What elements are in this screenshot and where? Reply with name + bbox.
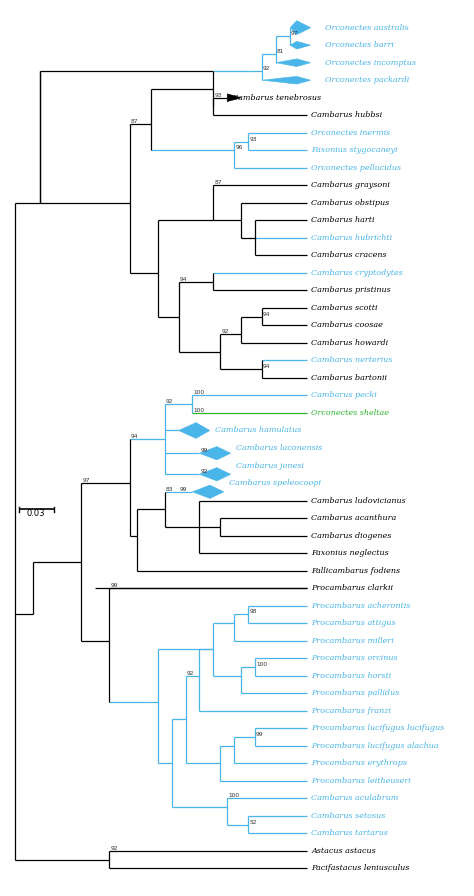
Polygon shape: [290, 41, 310, 49]
Text: Procambarus leitheuseri: Procambarus leitheuseri: [311, 777, 411, 785]
Text: Cambarus hubrichti: Cambarus hubrichti: [311, 234, 392, 242]
Text: Procambarus lucifugus alachua: Procambarus lucifugus alachua: [311, 742, 439, 750]
Text: Cambarus ludovicianus: Cambarus ludovicianus: [311, 496, 406, 504]
Text: 99: 99: [201, 448, 208, 453]
Text: Procambarus attigus: Procambarus attigus: [311, 619, 396, 627]
Text: Cambarus graysoni: Cambarus graysoni: [311, 181, 390, 189]
Text: Cambarus cracens: Cambarus cracens: [311, 252, 387, 259]
Text: Cambarus pecki: Cambarus pecki: [311, 392, 377, 400]
Text: 98: 98: [249, 609, 256, 615]
Text: Cambarus hubbsi: Cambarus hubbsi: [311, 111, 383, 119]
Polygon shape: [179, 423, 210, 438]
Text: Cambarus scotti: Cambarus scotti: [311, 304, 378, 312]
Text: Cambarus howardi: Cambarus howardi: [311, 339, 389, 347]
Text: 97: 97: [291, 31, 298, 37]
Text: Procambarus orcinus: Procambarus orcinus: [311, 654, 398, 662]
Text: Procambarus lucifugus lucifugus: Procambarus lucifugus lucifugus: [311, 724, 445, 732]
Text: Orconectes australis: Orconectes australis: [325, 23, 408, 31]
Text: Cambarus aculabrum: Cambarus aculabrum: [311, 794, 399, 802]
Text: Orconectes sheltae: Orconectes sheltae: [311, 409, 389, 417]
Text: Procambarus horsti: Procambarus horsti: [311, 672, 392, 680]
Text: Cambarus setosus: Cambarus setosus: [311, 812, 386, 820]
Text: 100: 100: [256, 662, 267, 667]
Text: Procambarus acherontis: Procambarus acherontis: [311, 601, 410, 609]
Text: 87: 87: [131, 119, 138, 124]
Polygon shape: [200, 468, 231, 481]
Text: Cambarus speleocoopi: Cambarus speleocoopi: [229, 479, 321, 487]
Text: 100: 100: [228, 793, 239, 798]
Text: Orconectes inermis: Orconectes inermis: [311, 129, 391, 137]
Text: Cambarus jonesi: Cambarus jonesi: [236, 461, 304, 470]
Text: 97: 97: [82, 478, 90, 483]
Text: 96: 96: [235, 145, 243, 151]
Text: Faxonius neglectus: Faxonius neglectus: [311, 549, 389, 557]
Text: Cambarus hamulatus: Cambarus hamulatus: [215, 426, 301, 435]
Text: Procambarus milleri: Procambarus milleri: [311, 637, 394, 644]
Text: Orconectes pellucidus: Orconectes pellucidus: [311, 164, 401, 172]
Text: 92: 92: [166, 400, 173, 404]
Text: 92: 92: [201, 470, 208, 474]
Text: Cambarus coosae: Cambarus coosae: [311, 322, 383, 330]
Text: Procambarus erythrops: Procambarus erythrops: [311, 759, 407, 767]
Text: Procambarus franzi: Procambarus franzi: [311, 707, 392, 715]
Text: Procambarus pallidus: Procambarus pallidus: [311, 689, 400, 697]
Polygon shape: [200, 446, 231, 460]
Text: 94: 94: [263, 312, 271, 316]
Text: 87: 87: [214, 180, 222, 185]
Text: Cambarus laconensis: Cambarus laconensis: [236, 444, 322, 452]
Text: 94: 94: [131, 435, 138, 439]
Text: Orconectes incomptus: Orconectes incomptus: [325, 59, 416, 66]
Text: 100: 100: [193, 408, 205, 413]
Text: Cambarus harti: Cambarus harti: [311, 216, 375, 224]
Text: Astacus astacus: Astacus astacus: [311, 847, 376, 855]
Text: Cambarus acanthura: Cambarus acanthura: [311, 514, 397, 522]
Text: Cambarus cryptodytes: Cambarus cryptodytes: [311, 269, 403, 277]
Text: 99: 99: [110, 583, 118, 588]
Text: 99: 99: [180, 487, 187, 492]
Text: Pacifastacus leniusculus: Pacifastacus leniusculus: [311, 865, 410, 873]
Text: 83: 83: [166, 487, 173, 492]
Polygon shape: [262, 76, 310, 84]
Text: Cambarus nerterius: Cambarus nerterius: [311, 357, 392, 365]
Text: 81: 81: [277, 49, 284, 54]
Polygon shape: [227, 94, 241, 101]
Polygon shape: [192, 485, 224, 498]
Text: 0.03: 0.03: [27, 509, 46, 518]
Text: 92: 92: [110, 846, 118, 851]
Text: 100: 100: [193, 391, 205, 395]
Text: Cambarus diogenes: Cambarus diogenes: [311, 531, 392, 539]
Text: Procambarus clarkii: Procambarus clarkii: [311, 584, 393, 592]
Text: Faxonius stygocaneyi: Faxonius stygocaneyi: [311, 146, 398, 154]
Text: 92: 92: [187, 671, 194, 676]
Text: 93: 93: [249, 136, 256, 142]
Text: Cambarus obstipus: Cambarus obstipus: [311, 199, 390, 207]
Polygon shape: [276, 59, 310, 66]
Text: Cambarus tenebrosus: Cambarus tenebrosus: [232, 94, 321, 102]
Text: Orconectes packardi: Orconectes packardi: [325, 76, 409, 84]
Text: Orconectes barri: Orconectes barri: [325, 41, 393, 49]
Text: 93: 93: [214, 92, 222, 98]
Text: 92: 92: [221, 329, 229, 334]
Text: 99: 99: [256, 732, 264, 737]
Text: 52: 52: [249, 820, 256, 824]
Polygon shape: [290, 21, 310, 35]
Text: Cambarus pristinus: Cambarus pristinus: [311, 287, 391, 295]
Text: 94: 94: [180, 277, 187, 281]
Text: Fallicambarus fodiens: Fallicambarus fodiens: [311, 566, 401, 574]
Text: 94: 94: [263, 364, 271, 369]
Text: 92: 92: [263, 66, 271, 72]
Text: Cambarus bartonii: Cambarus bartonii: [311, 374, 387, 382]
Text: Cambarus tartarus: Cambarus tartarus: [311, 830, 388, 837]
